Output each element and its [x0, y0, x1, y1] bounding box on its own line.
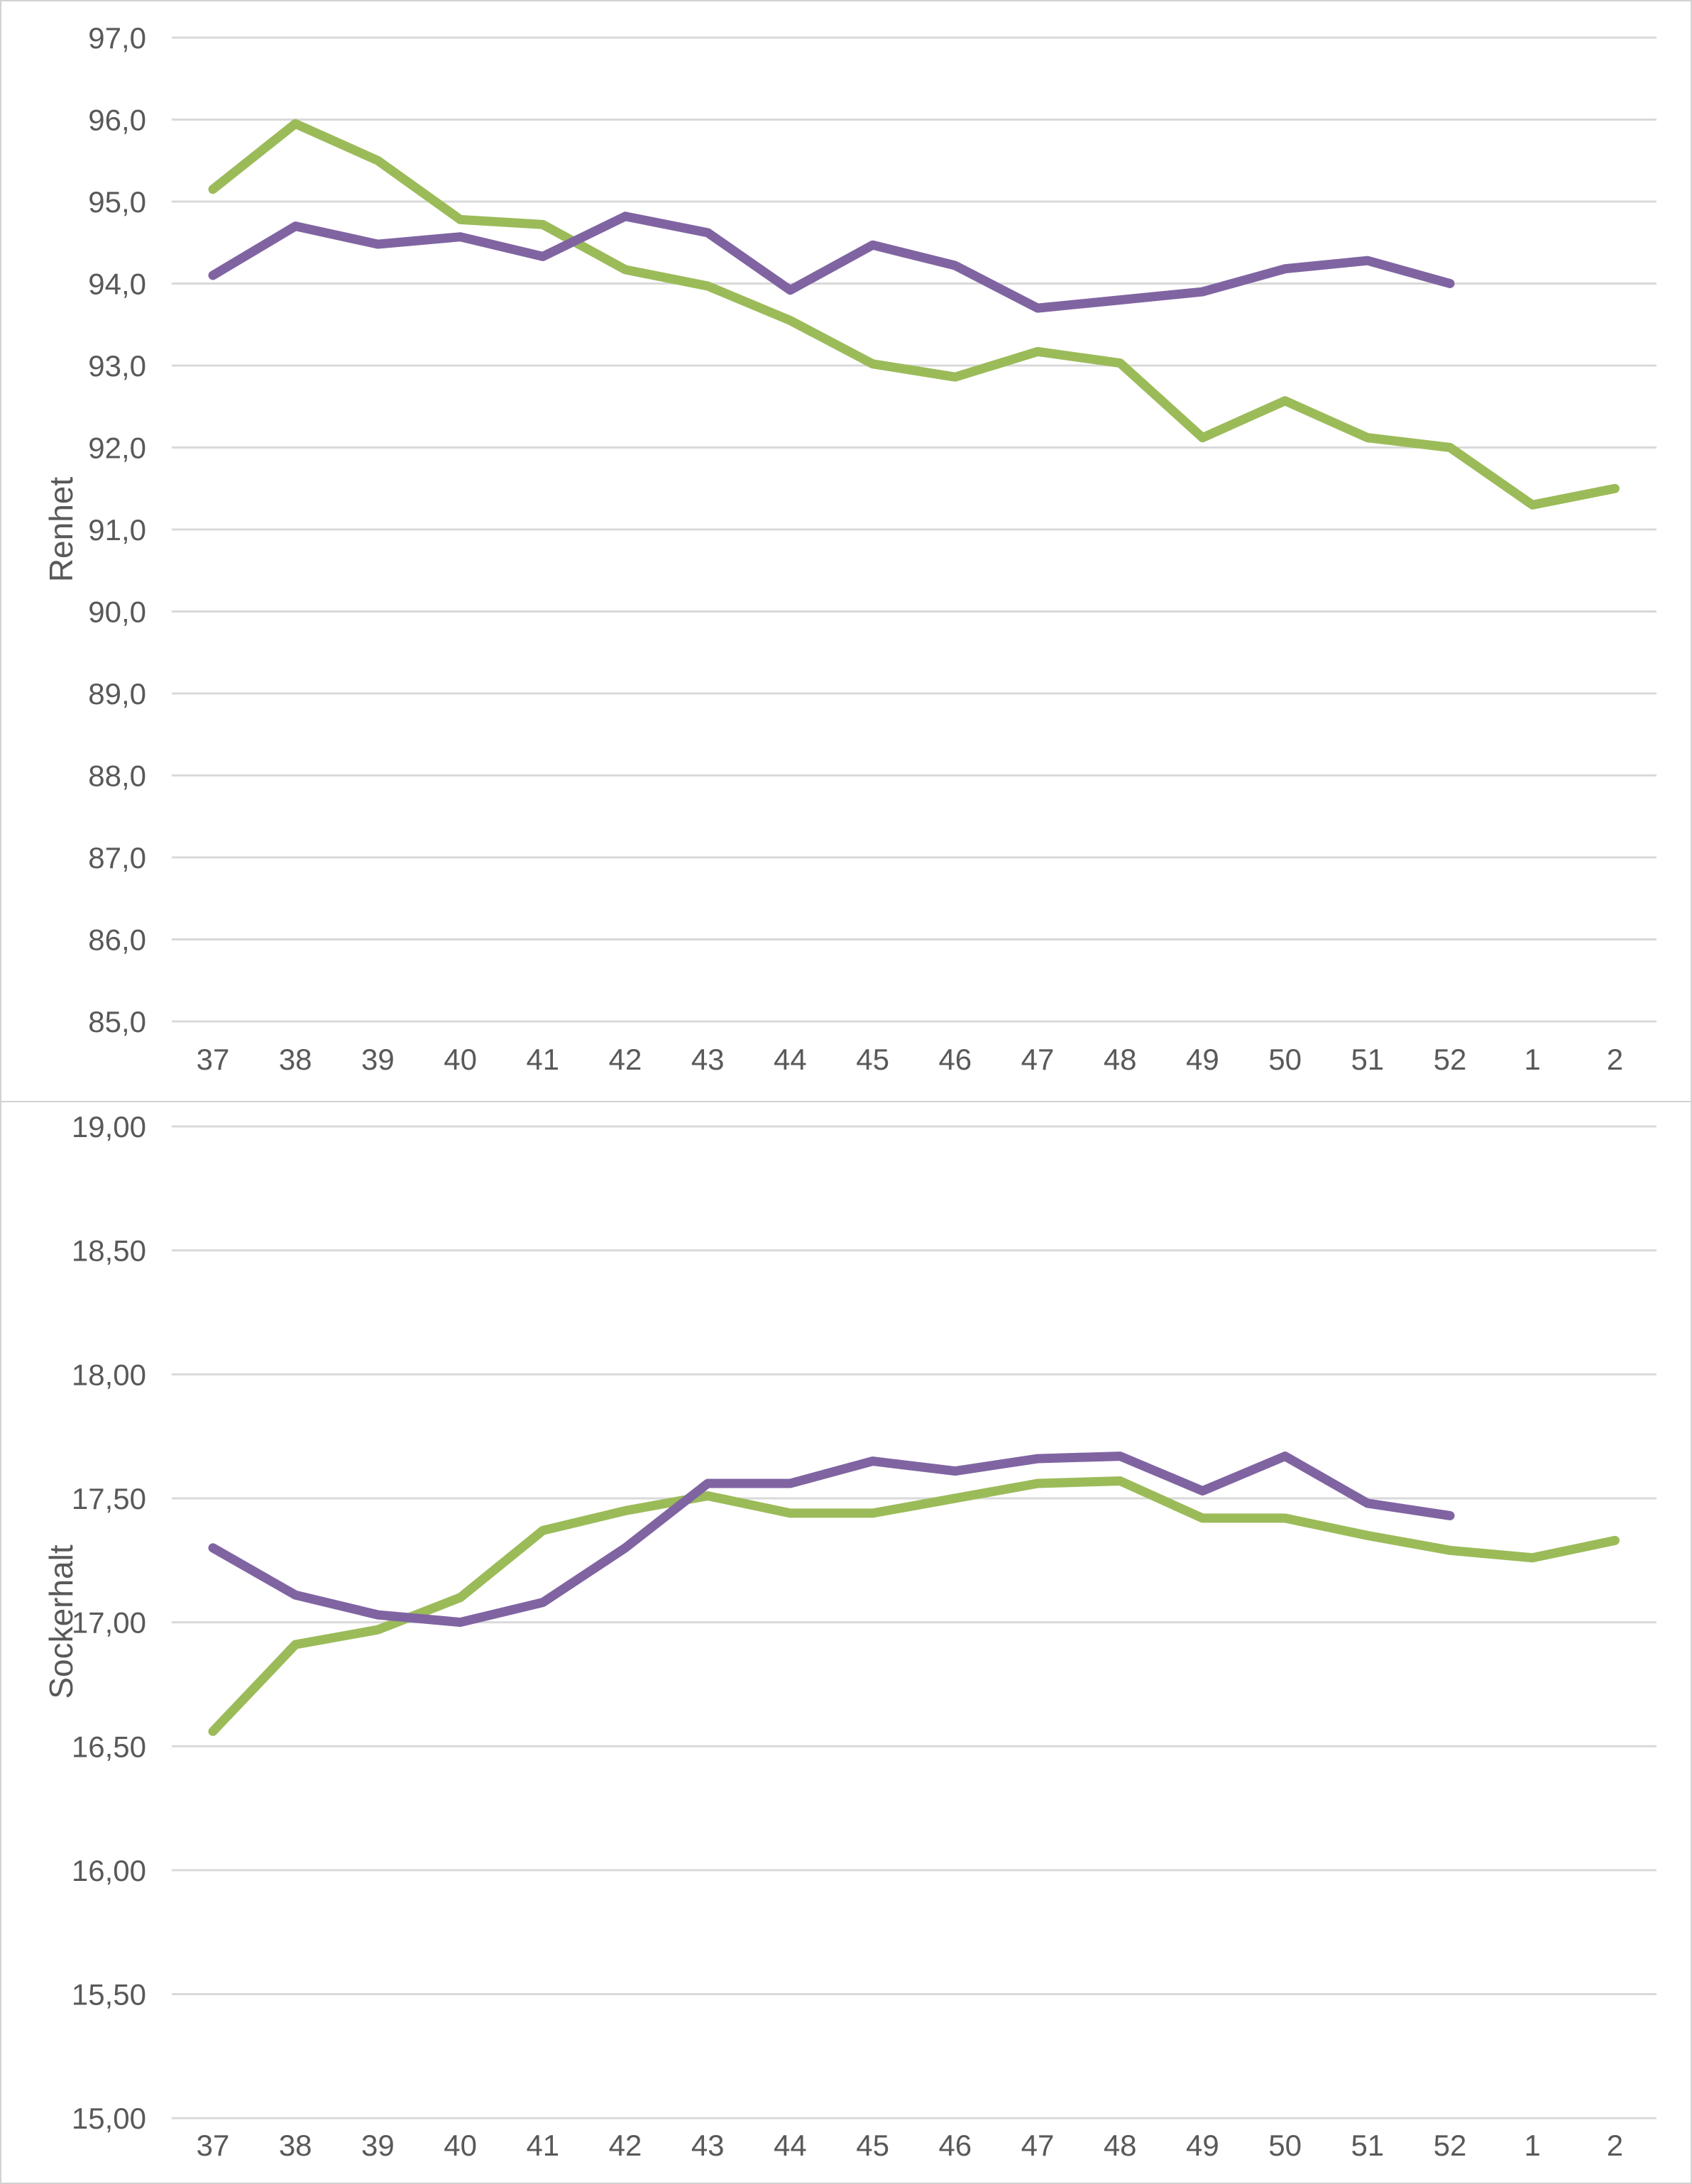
y-tick-label: 96,0 [88, 104, 146, 137]
x-tick-label: 44 [774, 2129, 807, 2162]
y-tick-label: 90,0 [88, 596, 146, 629]
series-purple-line [208, 212, 1455, 313]
y-tick-label: 18,00 [72, 1358, 146, 1391]
x-tick-label: 39 [361, 2129, 395, 2162]
x-tick-label: 46 [938, 1043, 972, 1076]
renhet-chart-panel: 97,0 96,0 95,0 94,0 93,0 92,0 91,0 90,0 89,0 88,0… [0, 0, 1692, 1102]
x-tick-label: 52 [1434, 2129, 1467, 2162]
y-tick-label: 94,0 [88, 268, 146, 301]
x-tick-label: 42 [609, 2129, 642, 2162]
x-tick-label: 40 [444, 2129, 477, 2162]
series-purple-line [208, 1452, 1455, 1628]
x-tick-label: 45 [856, 2129, 889, 2162]
y-tick-label: 89,0 [88, 677, 146, 710]
x-tick-label: 37 [197, 1043, 230, 1076]
x-tick-label: 38 [279, 2129, 312, 2162]
y-tick-label: 85,0 [88, 1005, 146, 1038]
y-tick-label: 95,0 [88, 185, 146, 219]
y-tick-label: 15,50 [72, 1978, 146, 2012]
y-axis-title-sockerhalt: Sockerhalt [43, 1544, 79, 1699]
x-tick-label: 51 [1351, 2129, 1384, 2162]
y-tick-label: 17,00 [72, 1606, 146, 1640]
x-tick-label: 1 [1525, 1043, 1541, 1076]
renhet-chart: 97,0 96,0 95,0 94,0 93,0 92,0 91,0 90,0 89,0 88,0… [88, 21, 1657, 1076]
x-tick-label: 51 [1351, 1043, 1384, 1076]
x-tick-label: 2 [1607, 2129, 1623, 2162]
x-tick-label: 47 [1021, 2129, 1055, 2162]
series-green-line [208, 119, 1620, 510]
y-tick-label: 91,0 [88, 513, 146, 547]
x-tick-label: 37 [197, 2129, 230, 2162]
series-green-line [208, 1476, 1620, 1736]
x-tick-label: 49 [1186, 2129, 1219, 2162]
x-tick-label: 41 [526, 1043, 559, 1076]
x-tick-label: 45 [856, 1043, 889, 1076]
x-tick-label: 42 [609, 1043, 642, 1076]
x-tick-label: 43 [691, 2129, 725, 2162]
x-tick-label: 1 [1525, 2129, 1541, 2162]
x-tick-label: 50 [1268, 2129, 1302, 2162]
x-tick-label: 48 [1104, 2129, 1137, 2162]
x-tick-label: 52 [1434, 1043, 1467, 1076]
x-tick-label: 43 [691, 1043, 725, 1076]
sockerhalt-chart: 19,00 18,50 18,00 17,50 17,00 16,50 16,00 15,50… [72, 1110, 1657, 2162]
x-tick-label: 41 [526, 2129, 559, 2162]
y-tick-label: 15,00 [72, 2102, 146, 2135]
x-tick-label: 40 [444, 1043, 477, 1076]
y-tick-label: 93,0 [88, 349, 146, 383]
x-tick-label: 50 [1268, 1043, 1302, 1076]
sockerhalt-chart-panel: 19,00 18,50 18,00 17,50 17,00 16,50 16,00 15,50… [0, 1101, 1692, 2184]
x-tick-label: 47 [1021, 1043, 1055, 1076]
y-tick-label: 86,0 [88, 923, 146, 957]
y-axis-title-renhet: Renhet [43, 476, 79, 583]
y-tick-label: 17,50 [72, 1482, 146, 1515]
x-tick-label: 49 [1186, 1043, 1219, 1076]
y-tick-label: 87,0 [88, 841, 146, 874]
x-tick-label: 44 [774, 1043, 807, 1076]
x-tick-label: 39 [361, 1043, 395, 1076]
y-tick-label: 92,0 [88, 432, 146, 465]
x-tick-label: 46 [938, 2129, 972, 2162]
y-tick-label: 88,0 [88, 759, 146, 793]
x-tick-label: 38 [279, 1043, 312, 1076]
y-tick-label: 18,50 [72, 1234, 146, 1268]
y-tick-label: 19,00 [72, 1110, 146, 1143]
y-tick-label: 97,0 [88, 21, 146, 55]
x-tick-label: 48 [1104, 1043, 1137, 1076]
y-tick-label: 16,00 [72, 1854, 146, 1887]
y-tick-label: 16,50 [72, 1730, 146, 1763]
x-tick-label: 2 [1607, 1043, 1623, 1076]
